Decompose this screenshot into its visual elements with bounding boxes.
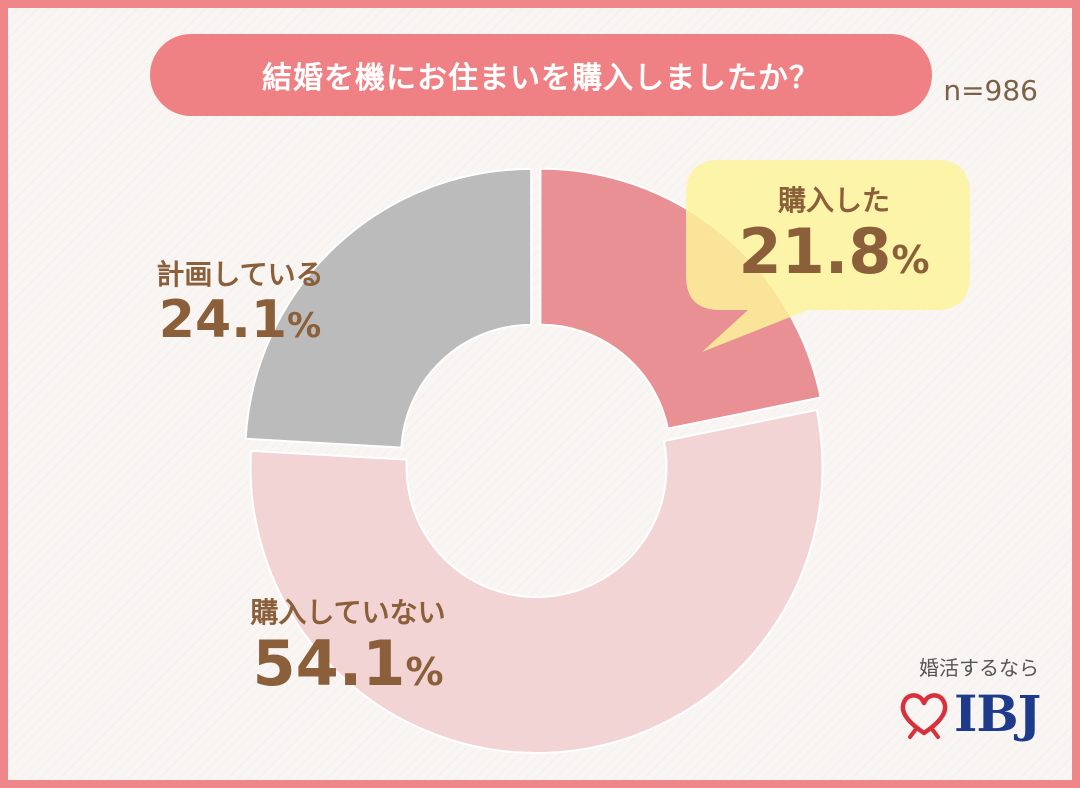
donut-chart — [244, 167, 824, 754]
slice-category-planning: 計画している — [156, 258, 324, 291]
callout-bubble — [686, 160, 970, 352]
slice-label-not-bought: 購入していない 54.1% — [222, 596, 474, 698]
slice-number-bought: 21.8 — [738, 214, 892, 288]
slice-value-planning: 24.1% — [132, 289, 348, 350]
sample-size: n=986 — [943, 74, 1038, 107]
donut-slice-planning — [244, 167, 533, 449]
slice-number-planning: 24.1 — [158, 289, 288, 350]
logo-text: IBJ — [954, 684, 1041, 743]
slice-unit-not-bought: % — [405, 649, 444, 694]
callout-bubble-shape — [686, 160, 970, 352]
logo-tagline: 婚活するなら — [919, 656, 1039, 680]
slice-category-not-bought: 購入していない — [250, 596, 446, 629]
slice-unit-planning: % — [287, 305, 322, 346]
slice-label-bought: 購入した 21.8% — [698, 184, 970, 286]
heart-ribbon-icon — [900, 692, 948, 739]
slice-number-not-bought: 54.1 — [252, 626, 406, 700]
chart-title: 結婚を機にお住まいを購入しましたか？ — [150, 34, 932, 116]
donut-slice-bought — [539, 167, 822, 430]
slice-value-not-bought: 54.1% — [222, 626, 474, 700]
donut-slice-not-bought — [249, 408, 824, 754]
slice-label-planning: 計画している 24.1% — [132, 258, 348, 349]
slice-unit-bought: % — [891, 237, 930, 282]
slice-category-bought: 購入した — [777, 184, 890, 217]
ibj-logo: IBJ — [898, 684, 1041, 743]
slice-value-bought: 21.8% — [698, 214, 970, 288]
